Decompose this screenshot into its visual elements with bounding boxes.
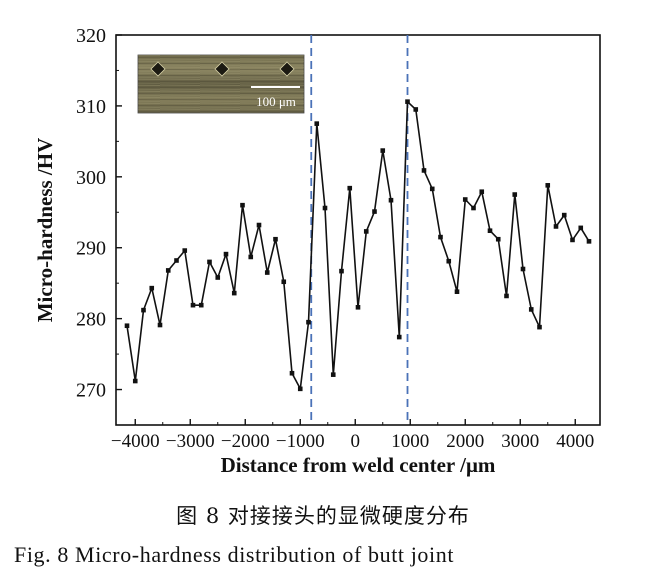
data-point xyxy=(314,121,320,126)
data-point xyxy=(248,254,254,260)
data-point xyxy=(446,258,452,264)
data-point xyxy=(372,209,377,214)
y-tick-label: 300 xyxy=(76,167,106,189)
data-point xyxy=(479,189,485,195)
data-point xyxy=(421,168,427,173)
data-point xyxy=(149,285,155,291)
data-point xyxy=(388,197,394,203)
data-point xyxy=(413,107,419,112)
x-tick-label: 2000 xyxy=(446,431,484,452)
data-point xyxy=(132,378,138,384)
axes: −4000 −3000 −2000 −1000 0 1000 2000 3000 4000 270… xyxy=(76,25,594,452)
data-point xyxy=(429,186,435,192)
data-point xyxy=(231,290,237,296)
data-point xyxy=(124,323,130,329)
data-point xyxy=(289,370,295,376)
data-point xyxy=(198,302,204,308)
data-point xyxy=(347,185,353,191)
data-point xyxy=(454,289,460,294)
data-point xyxy=(165,268,171,273)
series-group xyxy=(124,99,592,392)
data-point xyxy=(223,251,229,257)
data-point xyxy=(174,258,179,263)
x-tick-label: −3000 xyxy=(166,431,215,452)
data-point xyxy=(487,228,493,234)
x-tick-label: −1000 xyxy=(276,431,325,452)
data-point xyxy=(281,279,287,285)
data-point xyxy=(561,212,567,218)
data-point xyxy=(215,275,221,280)
data-point xyxy=(363,229,369,234)
micrograph-inset: 100 μm xyxy=(137,54,305,114)
scale-bar-label: 100 μm xyxy=(256,94,296,109)
x-tick-label: 4000 xyxy=(556,431,594,452)
x-tick-label: 1000 xyxy=(391,431,429,452)
x-tick-label: −4000 xyxy=(111,431,160,452)
data-point xyxy=(553,224,559,229)
data-point xyxy=(182,248,188,253)
caption-cn: 图 8 对接接头的显微硬度分布 xyxy=(176,504,470,528)
plot-frame xyxy=(115,34,601,426)
y-tick-label: 290 xyxy=(76,238,106,260)
data-point xyxy=(141,307,146,313)
data-point xyxy=(504,293,509,299)
indent-marks xyxy=(150,61,295,77)
data-point xyxy=(512,192,518,197)
data-point xyxy=(570,237,575,243)
x-tick-label: −2000 xyxy=(221,431,270,452)
x-tick-label: 0 xyxy=(351,431,361,452)
data-point xyxy=(471,205,476,211)
series-line-0 xyxy=(126,100,590,390)
data-point xyxy=(578,225,584,231)
data-point xyxy=(405,99,410,104)
data-point xyxy=(537,324,542,330)
data-point xyxy=(586,239,592,244)
data-point xyxy=(355,304,361,310)
data-point xyxy=(264,270,270,275)
y-tick-label: 320 xyxy=(76,25,106,47)
data-point xyxy=(545,183,551,188)
y-axis-title: Micro-hardness /HV xyxy=(33,138,57,323)
data-point xyxy=(240,202,245,208)
x-axis-title: Distance from weld center /μm xyxy=(221,453,496,477)
data-point xyxy=(330,372,336,377)
caption-en: Fig. 8 Micro-hardness distribution of bu… xyxy=(14,542,455,567)
data-point xyxy=(462,197,468,202)
data-point xyxy=(306,319,311,325)
data-point xyxy=(207,259,212,265)
data-point xyxy=(495,236,501,242)
x-tick-label: 3000 xyxy=(501,431,539,452)
data-point xyxy=(528,307,534,312)
y-tick-label: 310 xyxy=(76,96,106,118)
data-point xyxy=(297,386,303,392)
data-point xyxy=(339,268,344,274)
data-point xyxy=(396,334,402,340)
data-point xyxy=(157,322,163,328)
data-point xyxy=(322,205,328,211)
data-point xyxy=(190,302,196,308)
y-tick-label: 270 xyxy=(76,380,106,402)
data-point xyxy=(273,236,278,242)
y-tick-label: 280 xyxy=(76,309,106,331)
data-point xyxy=(520,266,526,272)
data-point xyxy=(256,222,262,228)
data-point xyxy=(380,148,386,153)
data-point xyxy=(438,234,443,240)
